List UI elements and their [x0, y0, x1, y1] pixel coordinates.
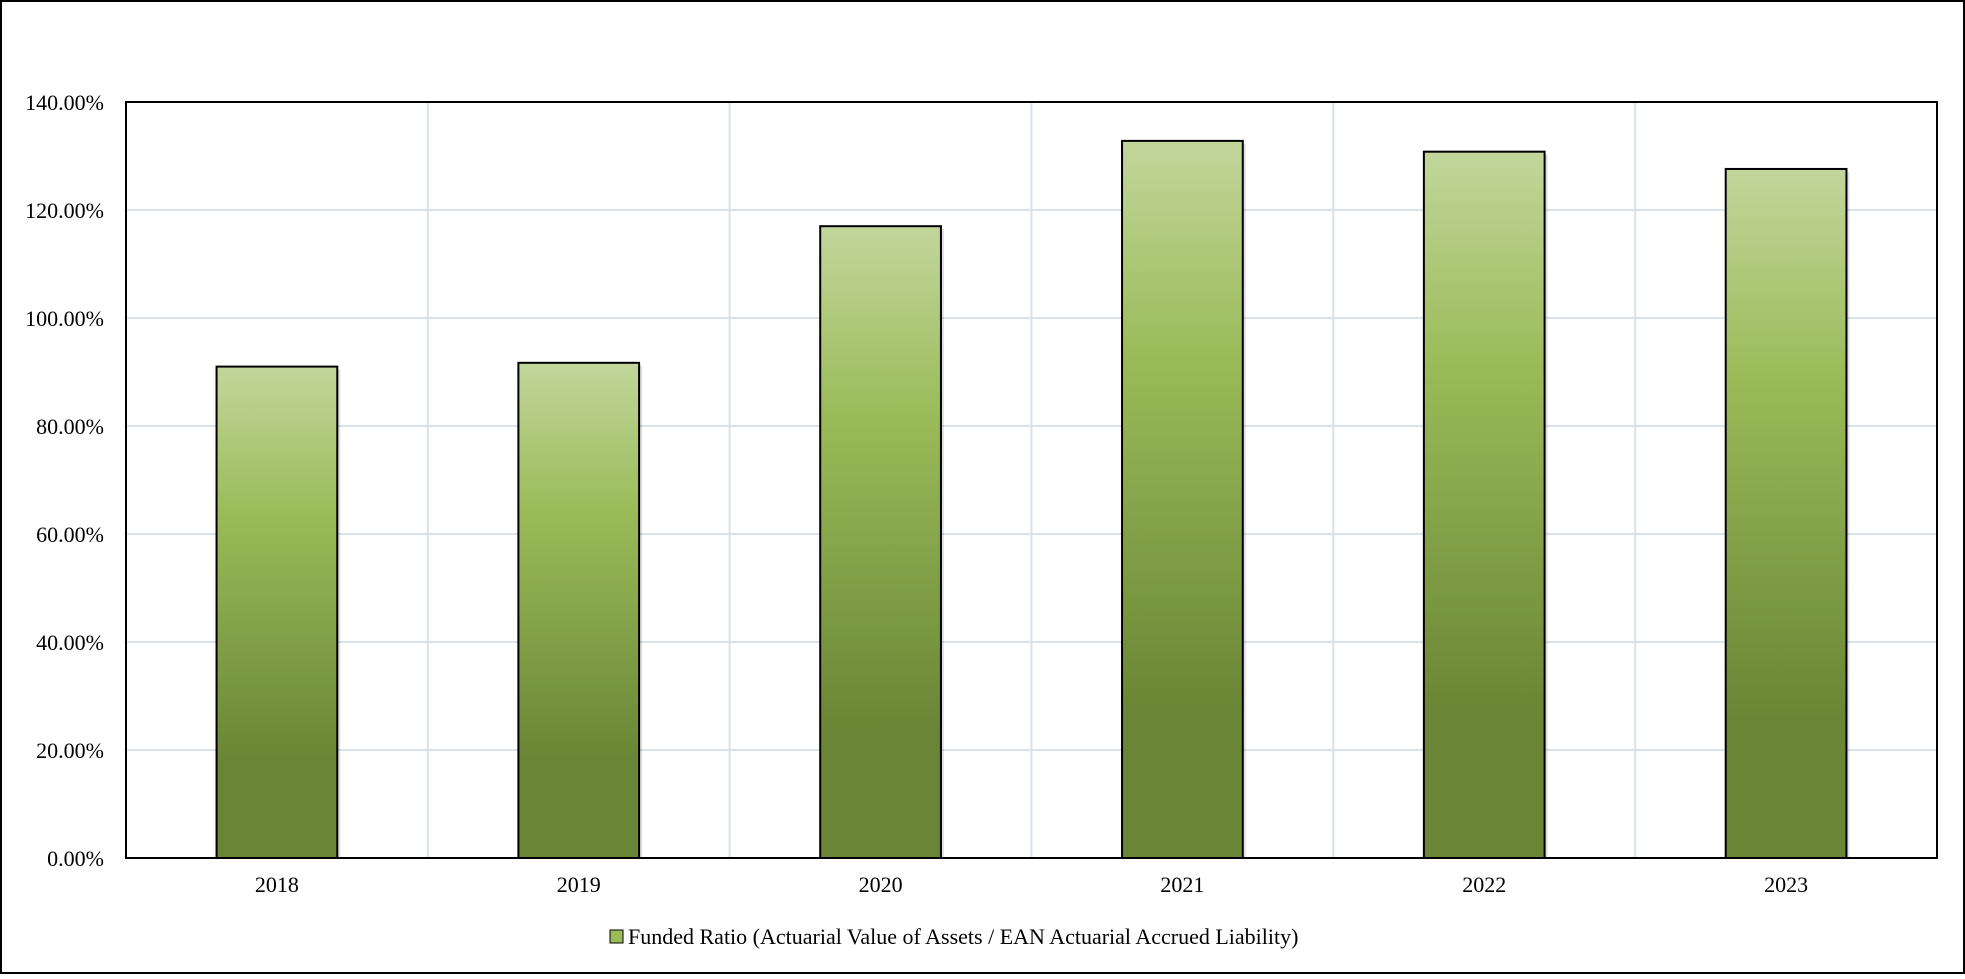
- y-tick-label: 80.00%: [36, 414, 104, 439]
- legend-swatch: [609, 929, 624, 944]
- axes: [125, 101, 1938, 859]
- y-tick-label: 60.00%: [36, 522, 104, 547]
- y-tick-label: 100.00%: [25, 306, 104, 331]
- plot-area-border: [125, 101, 1938, 859]
- x-tick-label: 2022: [1462, 872, 1506, 897]
- bar-2023: [1724, 167, 1848, 859]
- bars: [215, 139, 1850, 859]
- legend: Funded Ratio (Actuarial Value of Assets …: [609, 924, 1298, 949]
- x-tick-label: 2021: [1160, 872, 1204, 897]
- x-tick-label: 2018: [255, 872, 299, 897]
- y-tick-label: 40.00%: [36, 630, 104, 655]
- bar-2022: [1422, 150, 1546, 859]
- y-tick-label: 0.00%: [47, 846, 104, 871]
- y-tick-label: 140.00%: [25, 90, 104, 115]
- x-tick-label: 2019: [557, 872, 601, 897]
- legend-label: Funded Ratio (Actuarial Value of Assets …: [628, 924, 1298, 949]
- bar-2021: [1121, 139, 1244, 859]
- x-tick-label: 2020: [859, 872, 903, 897]
- x-tick-label: 2023: [1764, 872, 1808, 897]
- y-tick-label: 120.00%: [25, 198, 104, 223]
- bar-2020: [819, 225, 942, 859]
- bar-2019: [517, 361, 641, 859]
- y-tick-labels: 0.00% 20.00% 40.00% 60.00% 80.00% 100.00% 120.…: [25, 90, 104, 871]
- x-tick-labels: 2018 2019 2020 2021 2022 2023: [255, 872, 1808, 897]
- bar-2018: [215, 365, 339, 859]
- y-tick-label: 20.00%: [36, 738, 104, 763]
